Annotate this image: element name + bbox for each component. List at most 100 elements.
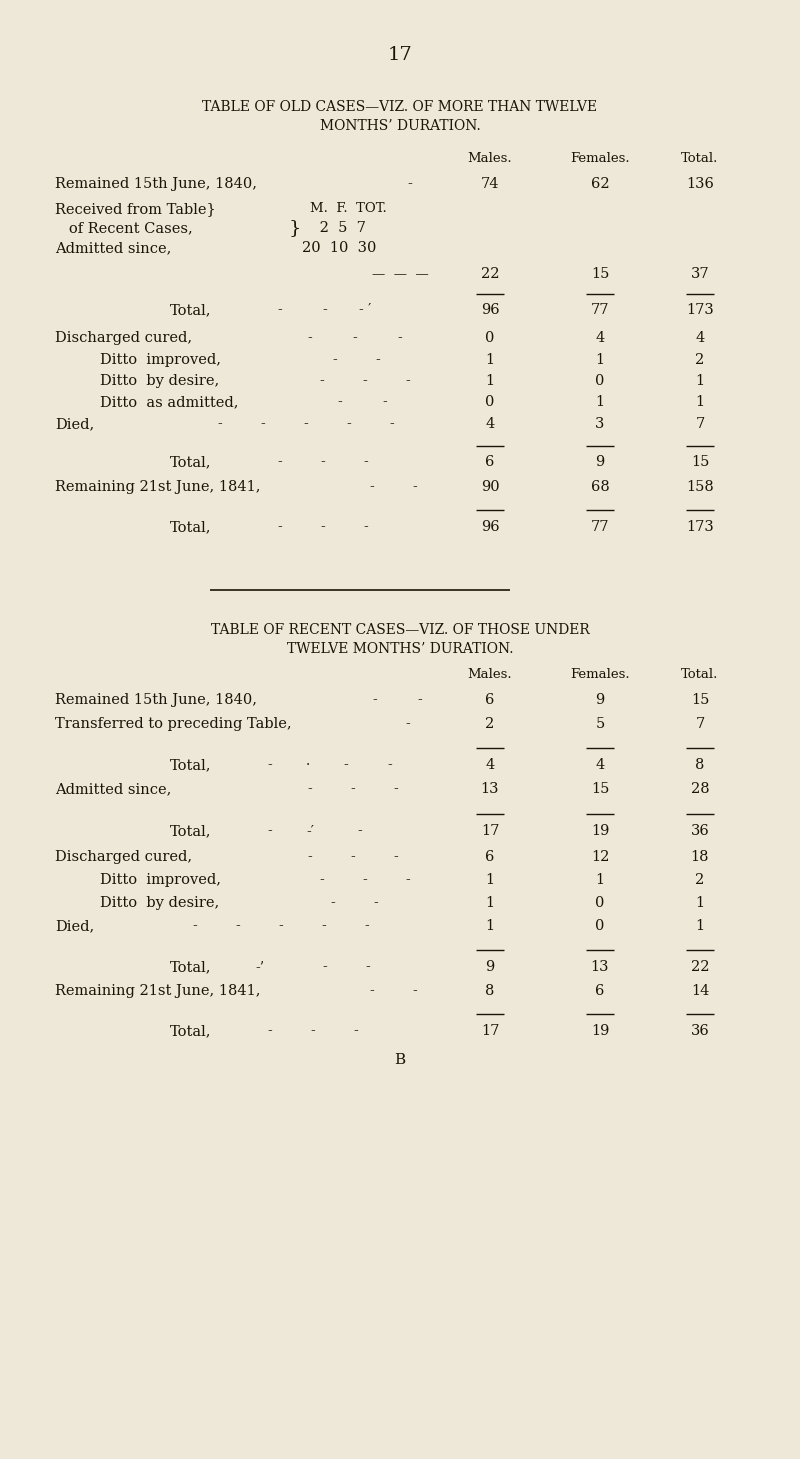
Text: -: -	[338, 395, 342, 409]
Text: -: -	[390, 417, 394, 430]
Text: 0: 0	[486, 395, 494, 409]
Text: 17: 17	[388, 47, 412, 64]
Text: 13: 13	[481, 782, 499, 797]
Text: TWELVE MONTHS’ DURATION.: TWELVE MONTHS’ DURATION.	[286, 642, 514, 657]
Text: 0: 0	[595, 896, 605, 910]
Text: 1: 1	[595, 872, 605, 887]
Text: Total,: Total,	[170, 455, 211, 468]
Text: 62: 62	[590, 177, 610, 191]
Text: 15: 15	[691, 693, 709, 708]
Text: Transferred to preceding Table,: Transferred to preceding Table,	[55, 716, 292, 731]
Text: Ditto  as admitted,: Ditto as admitted,	[100, 395, 238, 409]
Text: 1: 1	[486, 374, 494, 388]
Text: 17: 17	[481, 824, 499, 837]
Text: ·: ·	[306, 759, 310, 772]
Text: 1: 1	[486, 872, 494, 887]
Text: Females.: Females.	[570, 152, 630, 165]
Text: Discharged cured,: Discharged cured,	[55, 331, 192, 344]
Text: 36: 36	[690, 824, 710, 837]
Text: -: -	[304, 417, 308, 430]
Text: 0: 0	[486, 331, 494, 344]
Text: Admitted since,: Admitted since,	[55, 782, 171, 797]
Text: 13: 13	[590, 960, 610, 975]
Text: -: -	[394, 782, 398, 797]
Text: Total,: Total,	[170, 824, 211, 837]
Text: 1: 1	[595, 353, 605, 368]
Text: -: -	[261, 417, 266, 430]
Text: -: -	[366, 960, 370, 975]
Text: Discharged cured,: Discharged cured,	[55, 851, 192, 864]
Text: -: -	[268, 759, 272, 772]
Text: B: B	[394, 1053, 406, 1067]
Text: -′: -′	[306, 824, 314, 837]
Text: 96: 96	[481, 519, 499, 534]
Text: -: -	[350, 851, 355, 864]
Text: 3: 3	[595, 417, 605, 430]
Text: -’: -’	[255, 960, 265, 975]
Text: 90: 90	[481, 480, 499, 495]
Text: -: -	[268, 824, 272, 837]
Text: Admitted since,: Admitted since,	[55, 241, 171, 255]
Text: -: -	[398, 331, 402, 344]
Text: 173: 173	[686, 303, 714, 317]
Text: -: -	[350, 782, 355, 797]
Text: 8: 8	[695, 759, 705, 772]
Text: -: -	[406, 716, 410, 731]
Text: -: -	[278, 919, 283, 932]
Text: -: -	[308, 331, 312, 344]
Text: Ditto  by desire,: Ditto by desire,	[100, 896, 219, 910]
Text: 0: 0	[595, 374, 605, 388]
Text: -: -	[344, 759, 348, 772]
Text: -: -	[346, 417, 351, 430]
Text: 14: 14	[691, 983, 709, 998]
Text: 20  10  30: 20 10 30	[302, 241, 376, 255]
Text: 6: 6	[486, 455, 494, 468]
Text: -: -	[330, 896, 335, 910]
Text: 7: 7	[695, 417, 705, 430]
Text: 4: 4	[595, 759, 605, 772]
Text: -: -	[310, 1024, 315, 1037]
Text: -: -	[236, 919, 240, 932]
Text: of Recent Cases,: of Recent Cases,	[55, 220, 193, 235]
Text: Total.: Total.	[682, 668, 718, 680]
Text: 136: 136	[686, 177, 714, 191]
Text: -: -	[278, 455, 282, 468]
Text: 96: 96	[481, 303, 499, 317]
Text: Females.: Females.	[570, 668, 630, 680]
Text: M.  F.  TOT.: M. F. TOT.	[310, 203, 386, 216]
Text: 1: 1	[695, 919, 705, 932]
Text: 6: 6	[486, 693, 494, 708]
Text: 1: 1	[595, 395, 605, 409]
Text: 1: 1	[486, 919, 494, 932]
Text: 2: 2	[486, 716, 494, 731]
Text: -: -	[320, 374, 324, 388]
Text: }: }	[289, 219, 301, 236]
Text: Males.: Males.	[468, 668, 512, 680]
Text: -: -	[358, 824, 362, 837]
Text: 37: 37	[690, 267, 710, 282]
Text: Received from Table}: Received from Table}	[55, 201, 216, 216]
Text: -: -	[382, 395, 387, 409]
Text: -: -	[374, 896, 378, 910]
Text: 9: 9	[486, 960, 494, 975]
Text: - ′: - ′	[359, 303, 371, 317]
Text: -: -	[365, 919, 370, 932]
Text: Remaining 21st June, 1841,: Remaining 21st June, 1841,	[55, 983, 261, 998]
Text: 19: 19	[591, 1024, 609, 1037]
Text: 1: 1	[695, 395, 705, 409]
Text: Total,: Total,	[170, 960, 211, 975]
Text: -: -	[322, 960, 327, 975]
Text: 2: 2	[695, 353, 705, 368]
Text: 6: 6	[486, 851, 494, 864]
Text: 4: 4	[486, 759, 494, 772]
Text: 9: 9	[595, 693, 605, 708]
Text: 2: 2	[695, 872, 705, 887]
Text: 15: 15	[691, 455, 709, 468]
Text: 22: 22	[690, 960, 710, 975]
Text: -: -	[322, 303, 327, 317]
Text: Ditto  by desire,: Ditto by desire,	[100, 374, 219, 388]
Text: 15: 15	[591, 782, 609, 797]
Text: -: -	[376, 353, 380, 368]
Text: -: -	[193, 919, 198, 932]
Text: Males.: Males.	[468, 152, 512, 165]
